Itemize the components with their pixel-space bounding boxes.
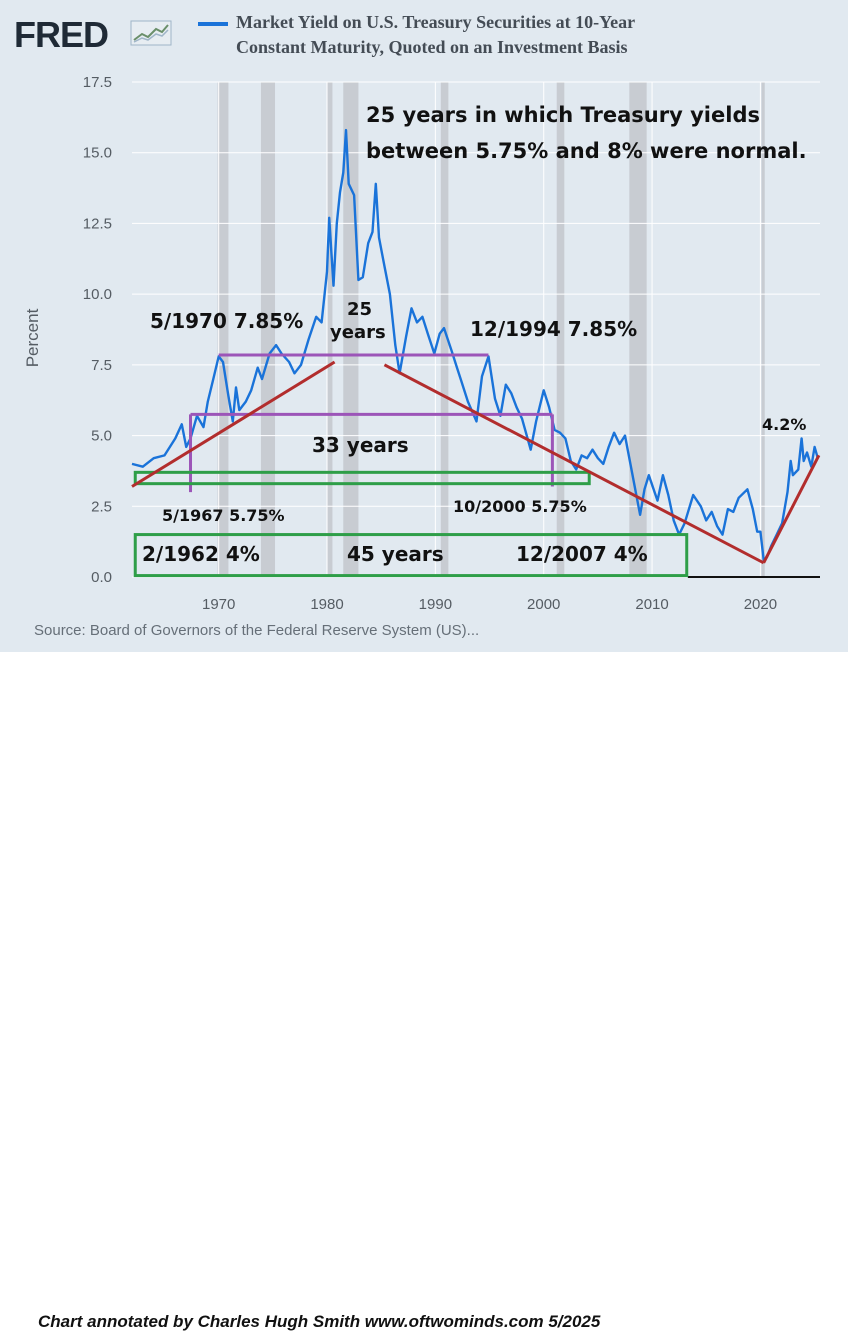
annotation-2000-yield: 10/2000 5.75% xyxy=(453,497,587,516)
y-tick-label: 12.5 xyxy=(83,215,112,232)
x-tick-label: 1990 xyxy=(419,596,452,613)
recession-band-7 xyxy=(761,82,765,577)
annotation-1967-yield: 5/1967 5.75% xyxy=(162,506,285,525)
annotation-credit: Chart annotated by Charles Hugh Smith ww… xyxy=(38,1312,601,1331)
x-tick-label: 1980 xyxy=(310,596,343,613)
annotation-1962-yield: 2/1962 4% xyxy=(142,542,260,566)
chart-title-line2: Constant Maturity, Quoted on an Investme… xyxy=(236,37,628,57)
footer: Chart annotated by Charles Hugh Smith ww… xyxy=(0,652,848,1331)
y-tick-label: 15.0 xyxy=(83,145,112,162)
fred-logo: FRED xyxy=(14,14,109,55)
annotation-1994-yield: 12/1994 7.85% xyxy=(470,317,637,341)
source-note: Source: Board of Governors of the Federa… xyxy=(34,622,480,639)
y-axis-label: Percent xyxy=(23,308,42,367)
annotation-header-note-1: 25 years in which Treasury yields xyxy=(366,103,760,127)
annotation-2007-yield: 12/2007 4% xyxy=(516,542,648,566)
y-tick-label: 2.5 xyxy=(91,498,112,515)
recession-band-5 xyxy=(556,82,565,577)
annotation-recent-yield: 4.2% xyxy=(762,415,806,434)
y-tick-label: 0.0 xyxy=(91,569,112,586)
recession-band-0 xyxy=(217,82,229,577)
y-tick-label: 17.5 xyxy=(83,74,112,91)
x-tick-label: 2000 xyxy=(527,596,560,613)
box-4pct-line xyxy=(133,470,591,486)
recession-band-6 xyxy=(629,82,647,577)
recession-band-2 xyxy=(327,82,333,577)
chart-title: Market Yield on U.S. Treasury Securities… xyxy=(236,10,796,60)
annotation-25-years-num: 25 xyxy=(347,299,372,320)
fred-chart-icon xyxy=(130,20,172,46)
y-tick-label: 10.0 xyxy=(83,286,112,303)
annotation-45-years: 45 years xyxy=(347,542,444,566)
chart-plot: 0.0 2.5 5.0 7.5 10.0 12.5 15.0 17.5 1970 1980 1990… xyxy=(23,74,821,613)
chart-frame: FRED Market Yield on U.S. Treasury Secur… xyxy=(0,0,848,652)
legend-series-line xyxy=(198,22,228,26)
box-45-years xyxy=(133,533,689,578)
recession-band-1 xyxy=(260,82,276,577)
chart-title-line1: Market Yield on U.S. Treasury Securities… xyxy=(236,12,636,32)
trend-line-recent xyxy=(762,454,821,564)
x-tick-label: 2020 xyxy=(744,596,777,613)
trend-line-rising xyxy=(131,360,336,488)
y-tick-label: 7.5 xyxy=(91,357,112,374)
yield-series-line xyxy=(131,128,819,562)
annotation-header-note-2: between 5.75% and 8% were normal. xyxy=(366,139,807,163)
annotation-33-years: 33 years xyxy=(312,433,409,457)
x-tick-label: 1970 xyxy=(202,596,235,613)
annotation-1970-yield: 5/1970 7.85% xyxy=(150,309,303,333)
x-tick-label: 2010 xyxy=(635,596,668,613)
y-tick-label: 5.0 xyxy=(91,428,112,445)
annotation-25-years-word: years xyxy=(330,322,386,343)
trend-line-falling xyxy=(383,363,765,565)
